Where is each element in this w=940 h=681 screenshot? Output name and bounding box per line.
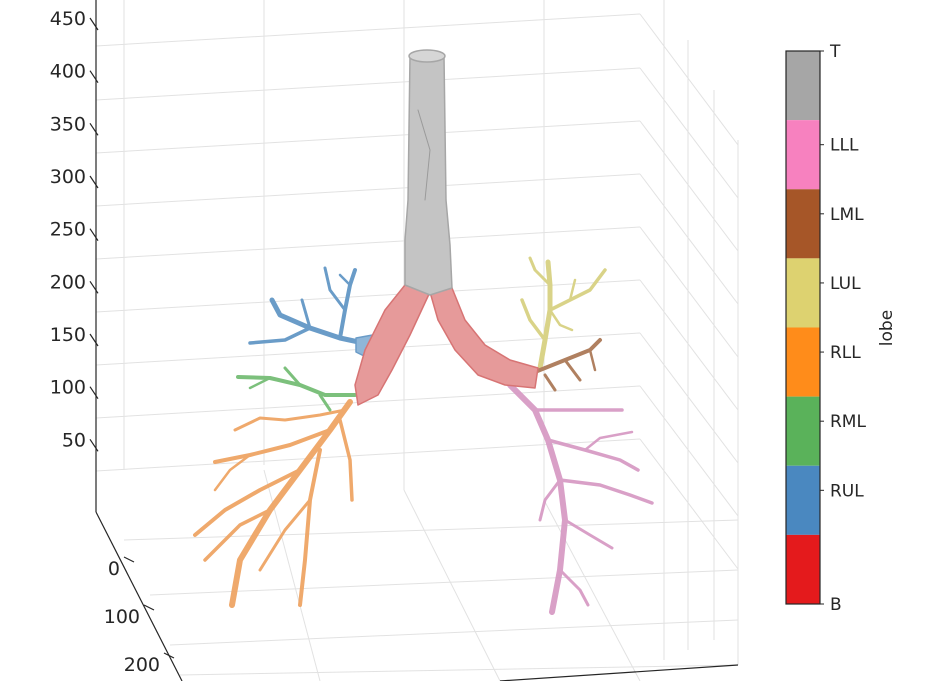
z-tick-label: 300 [50, 166, 86, 188]
colorbar-label-t: T [829, 42, 841, 62]
colorbar-label-b: B [830, 595, 842, 615]
z-tick-mark [89, 175, 99, 189]
segment-rul [248, 266, 371, 347]
z-tick-mark [89, 228, 99, 241]
z-tick-label: 450 [50, 8, 86, 30]
colorbar-segment-rul [786, 465, 820, 535]
z-tick-mark [89, 386, 99, 399]
z-axis-tick-marks [89, 17, 99, 452]
z-tick-label: 400 [50, 61, 86, 83]
colorbar-segment-t [786, 51, 820, 121]
segment-rll [193, 399, 354, 608]
colorbar-label-lml: LML [830, 205, 864, 225]
segment-lul [520, 256, 607, 371]
z-axis-tick-labels: 50 100 150 200 250 300 350 400 450 [50, 8, 86, 451]
colorbar-title: lobe [877, 310, 897, 346]
colorbar-segment-rml [786, 396, 820, 466]
segment-lml [533, 338, 602, 392]
z-tick-mark [89, 439, 99, 452]
colorbar-label-lll: LLL [830, 136, 859, 156]
z-tick-label: 250 [50, 219, 86, 241]
colorbar-segment-lml [786, 189, 820, 259]
colorbar-frame [785, 50, 821, 605]
segment-b [354, 284, 539, 406]
z-tick-mark [89, 333, 99, 347]
y-tick-mark [143, 604, 155, 611]
colorbar [786, 51, 820, 604]
colorbar-segment-lul [786, 258, 820, 328]
segment-t [404, 49, 453, 296]
colorbar-label-rll: RLL [830, 343, 861, 363]
z-tick-label: 200 [50, 271, 86, 293]
colorbar-label-lul: LUL [830, 274, 861, 294]
colorbar-label-rul: RUL [830, 481, 864, 501]
z-tick-label: 100 [50, 377, 86, 399]
y-tick-label: 200 [124, 654, 160, 676]
z-tick-mark [89, 70, 99, 83]
z-tick-label: 50 [62, 429, 86, 451]
y-tick-mark [123, 556, 135, 563]
z-tick-mark [89, 17, 99, 31]
colorbar-segment-rll [786, 327, 820, 397]
y-tick-mark [163, 652, 175, 659]
colorbar-label-rml: RML [830, 412, 866, 432]
airway-tree [193, 49, 654, 615]
y-axis-tick-labels: 0 100 200 [104, 556, 175, 676]
axis-lines [95, 0, 739, 681]
y-tick-label: 0 [108, 558, 120, 580]
colorbar-segment-lll [786, 120, 820, 190]
colorbar-labels: T LLL LML LUL RLL RML RUL B [820, 42, 866, 615]
z-tick-label: 350 [50, 113, 86, 135]
z-tick-label: 150 [50, 324, 86, 346]
segment-lll [507, 382, 654, 615]
y-tick-label: 100 [104, 606, 140, 628]
z-tick-mark [89, 281, 99, 294]
colorbar-segment-b [786, 534, 820, 604]
segment-rml [236, 366, 357, 412]
z-tick-mark [89, 123, 99, 136]
